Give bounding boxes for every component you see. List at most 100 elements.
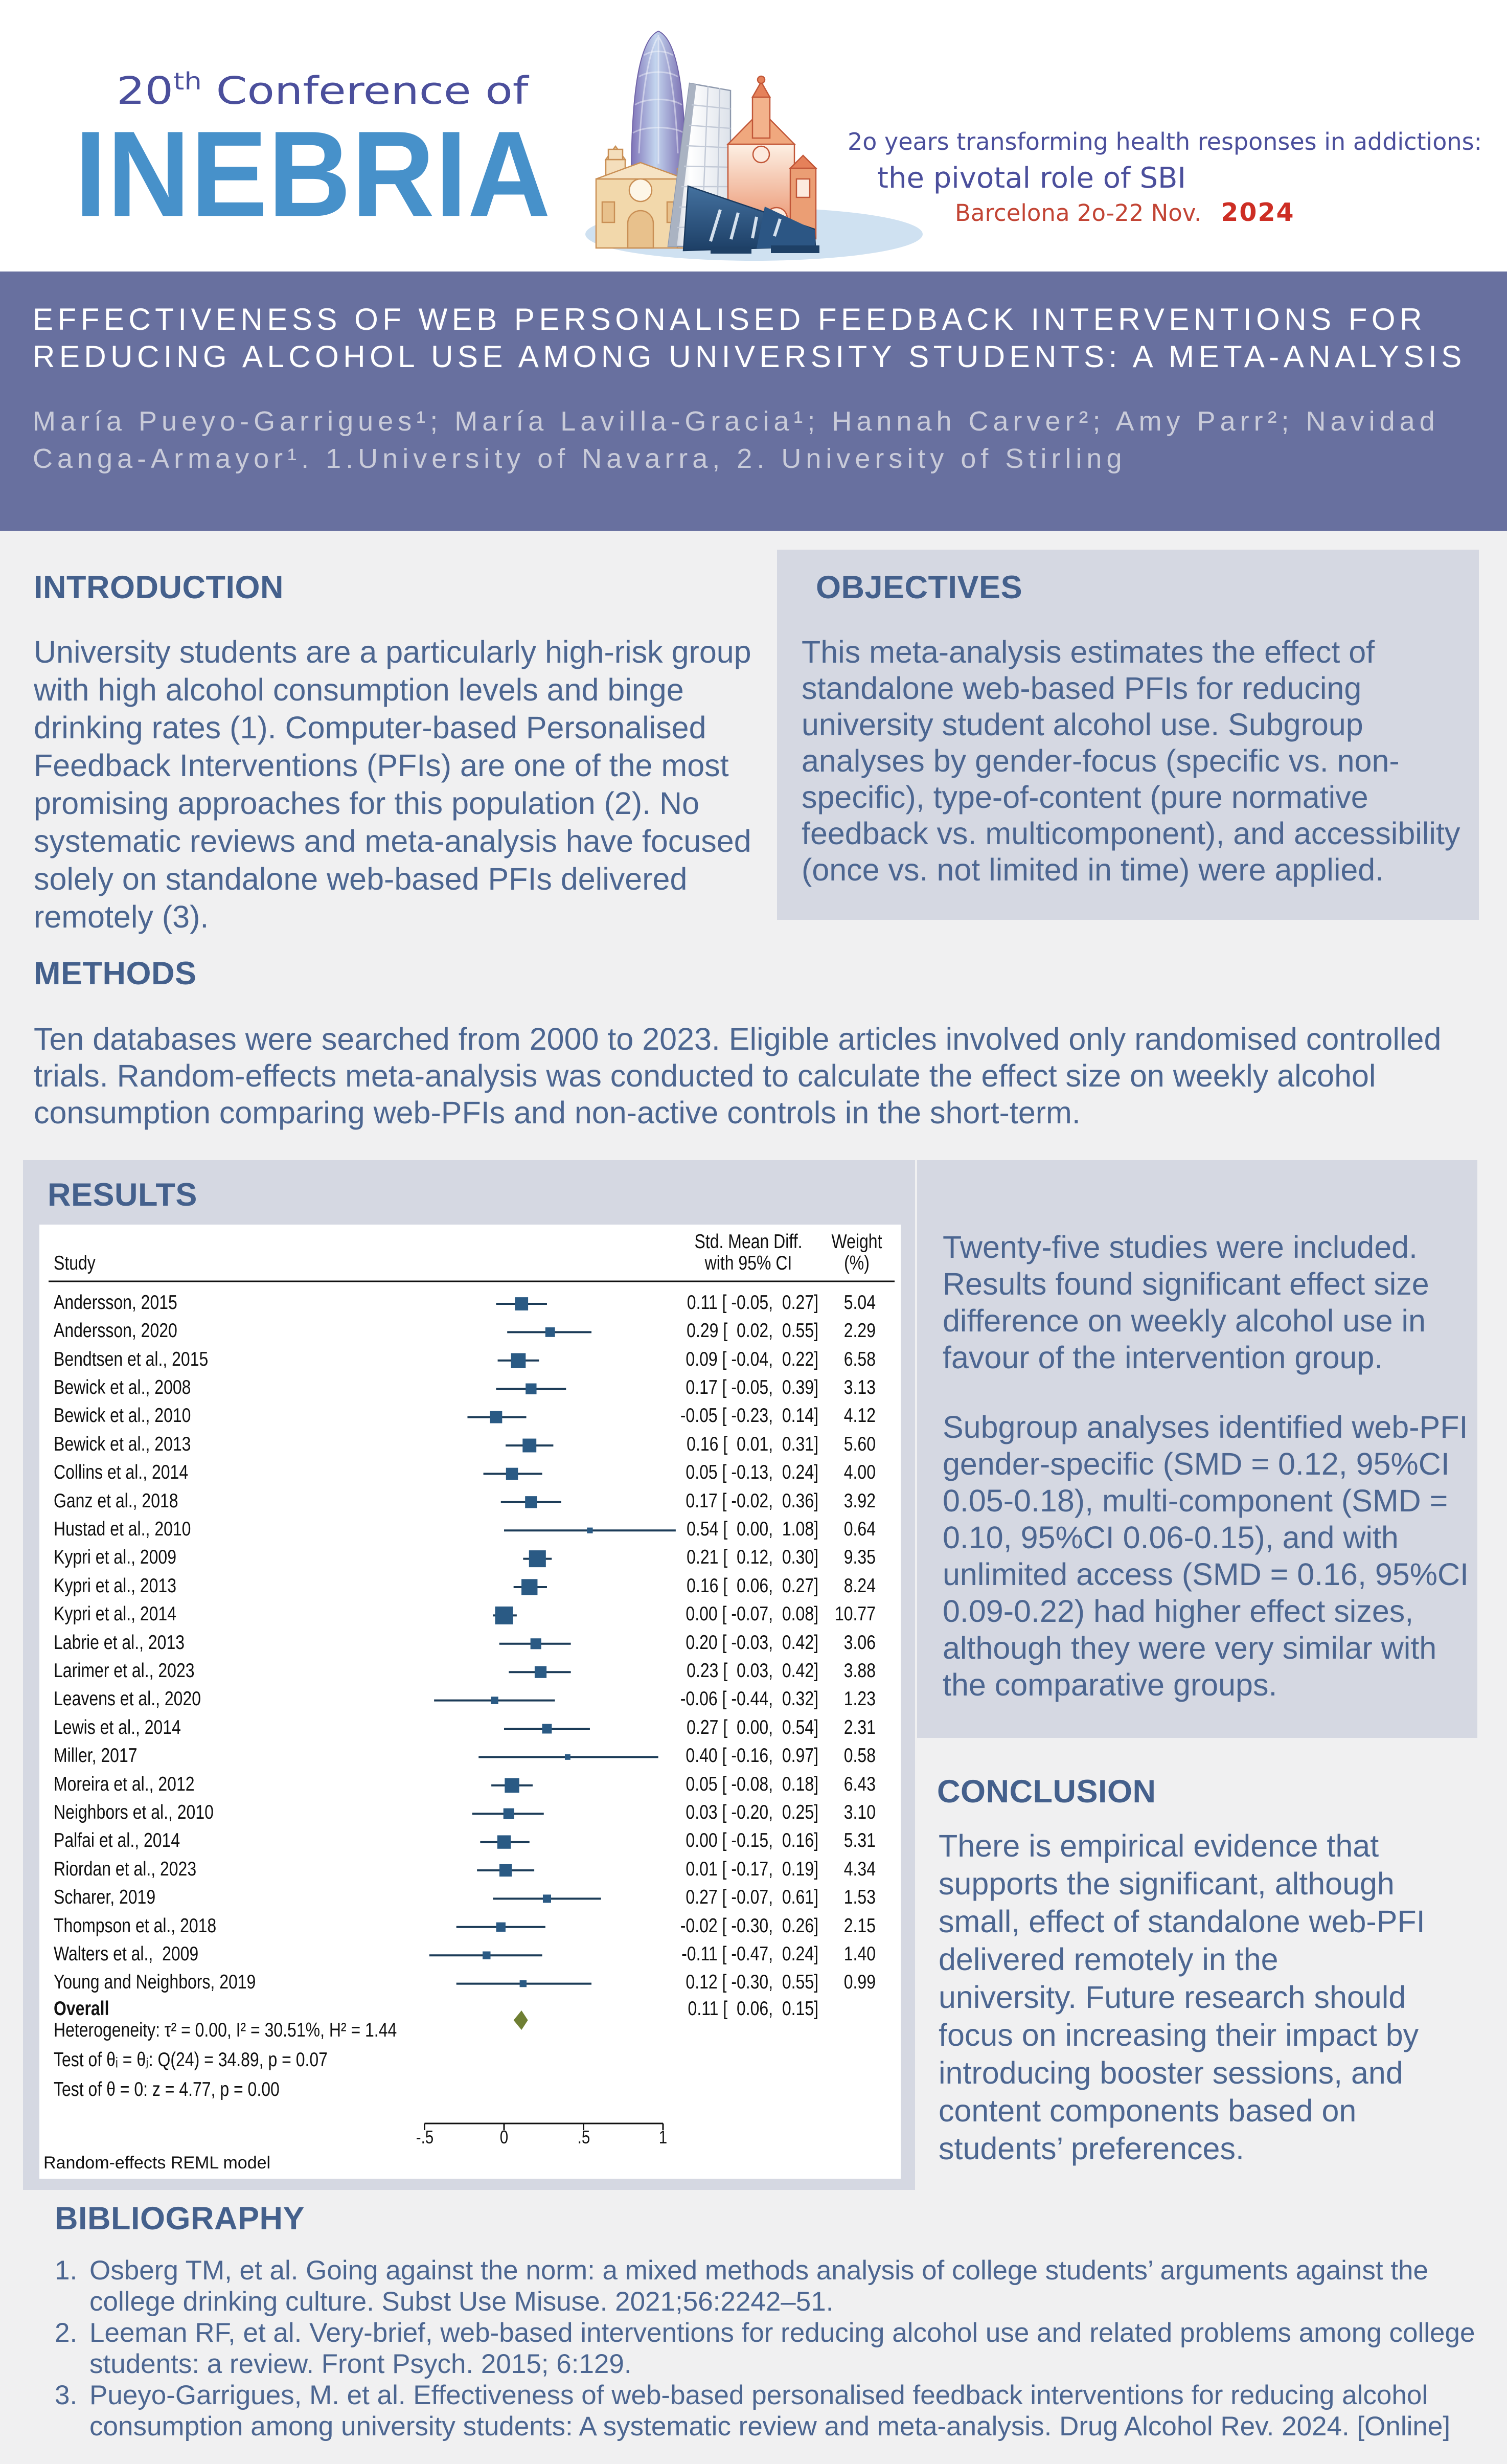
forest-row-study: Thompson et al., 2018 bbox=[54, 1914, 217, 1937]
conference-header: 20th Conference of INEBRIA bbox=[0, 0, 1507, 272]
forest-col-study: Study bbox=[54, 1252, 96, 1274]
forest-overall-estimate: 0.11 [ 0.06, 0.15] bbox=[688, 1997, 818, 2020]
forest-row-weight: 0.99 bbox=[843, 1971, 876, 1994]
forest-axis-label: -.5 bbox=[416, 2127, 433, 2148]
forest-row-weight: 4.12 bbox=[843, 1405, 876, 1427]
forest-effect-square bbox=[506, 1467, 518, 1480]
forest-row-estimate: 0.01 [ -0.17, 0.19] bbox=[686, 1858, 818, 1880]
forest-row-weight: 4.34 bbox=[843, 1858, 876, 1880]
forest-row-estimate: 0.17 [ -0.05, 0.39] bbox=[686, 1376, 818, 1398]
forest-row-study: Leavens et al., 2020 bbox=[54, 1688, 201, 1710]
forest-row-study: Riordan et al., 2023 bbox=[54, 1858, 197, 1880]
forest-row-estimate: 0.20 [ -0.03, 0.42] bbox=[686, 1631, 818, 1654]
forest-effect-square bbox=[519, 1980, 527, 1987]
forest-row-estimate: 0.29 [ 0.02, 0.55] bbox=[687, 1320, 818, 1342]
forest-row-estimate: 0.09 [ -0.04, 0.22] bbox=[686, 1348, 818, 1370]
tagline-line2: the pivotal role of SBI bbox=[877, 162, 1186, 195]
forest-effect-square bbox=[534, 1666, 547, 1678]
forest-effect-square bbox=[525, 1496, 537, 1508]
bibliography-heading: BIBLIOGRAPHY bbox=[55, 2201, 305, 2236]
results-box: RESULTS Study Std. Mean Diff. with 95% CI W… bbox=[23, 1160, 915, 2190]
forest-row-weight: 6.58 bbox=[843, 1348, 876, 1370]
forest-row-estimate: 0.05 [ -0.08, 0.18] bbox=[686, 1773, 818, 1795]
objectives-box: OBJECTIVES This meta-analysis estimates … bbox=[777, 550, 1479, 920]
forest-row-estimate: 0.16 [ 0.06, 0.27] bbox=[687, 1574, 818, 1597]
results-commentary-box: Twenty-five studies were included. Resul… bbox=[917, 1160, 1477, 1738]
forest-effect-square bbox=[542, 1894, 551, 1903]
forest-row-weight: 0.58 bbox=[843, 1745, 876, 1767]
forest-col-effect-1: Std. Mean Diff. bbox=[694, 1230, 803, 1253]
forest-row-weight: 2.29 bbox=[843, 1320, 876, 1342]
objectives-text: This meta-analysis estimates the effect … bbox=[802, 635, 1460, 887]
forest-col-weight-2: (%) bbox=[844, 1252, 870, 1274]
forest-effect-square bbox=[530, 1638, 541, 1649]
introduction-text: University students are a particularly h… bbox=[34, 635, 751, 934]
results-heading: RESULTS bbox=[48, 1177, 197, 1213]
forest-effect-square bbox=[505, 1778, 519, 1793]
forest-effect-square bbox=[522, 1438, 537, 1453]
forest-row-weight: 8.24 bbox=[843, 1574, 876, 1597]
poster-authors: María Pueyo-Garrigues¹; María Lavilla-Gr… bbox=[33, 406, 1440, 474]
poster-body: INTRODUCTION University students are a p… bbox=[0, 531, 1507, 2464]
methods-heading: METHODS bbox=[34, 956, 197, 991]
forest-row-estimate: -0.11 [ -0.47, 0.24] bbox=[681, 1942, 818, 1965]
forest-row-estimate: -0.02 [ -0.30, 0.26] bbox=[680, 1914, 818, 1937]
forest-overall-label: Overall bbox=[54, 1997, 109, 2020]
forest-axis-label: 1 bbox=[658, 2127, 668, 2148]
inebria-logo: INEBRIA bbox=[75, 105, 552, 242]
forest-effect-square bbox=[491, 1697, 498, 1704]
title-banner: EFFECTIVENESS OF WEB PERSONALISED FEEDBA… bbox=[0, 272, 1507, 531]
forest-row-study: Bewick et al., 2008 bbox=[54, 1376, 191, 1398]
forest-effect-square bbox=[503, 1808, 514, 1819]
forest-row-weight: 10.77 bbox=[834, 1603, 876, 1625]
forest-row-weight: 1.40 bbox=[843, 1942, 876, 1965]
forest-col-weight-1: Weight bbox=[831, 1230, 882, 1253]
forest-row-weight: 1.23 bbox=[843, 1688, 876, 1710]
forest-row-estimate: -0.05 [ -0.23, 0.14] bbox=[680, 1405, 818, 1427]
forest-footnote: Test of θᵢ = θⱼ: Q(24) = 34.89, p = 0.07 bbox=[54, 2048, 328, 2071]
forest-row-study: Kypri et al., 2014 bbox=[54, 1603, 176, 1625]
forest-row-estimate: 0.54 [ 0.00, 1.08] bbox=[687, 1518, 818, 1540]
forest-effect-square bbox=[587, 1527, 593, 1533]
forest-model-note: Random-effects REML model bbox=[43, 2153, 271, 2173]
forest-row-study: Andersson, 2015 bbox=[54, 1291, 177, 1314]
forest-row-estimate: 0.27 [ 0.00, 0.54] bbox=[687, 1716, 818, 1738]
forest-row-estimate: 0.05 [ -0.13, 0.24] bbox=[686, 1461, 818, 1484]
forest-row-estimate: 0.40 [ -0.16, 0.97] bbox=[686, 1745, 818, 1767]
forest-row-study: Neighbors et al., 2010 bbox=[54, 1801, 214, 1823]
barcelona-illustration bbox=[585, 30, 923, 261]
forest-effect-square bbox=[511, 1353, 526, 1368]
torre-glories-icon bbox=[630, 30, 687, 179]
forest-row-estimate: 0.11 [ -0.05, 0.27] bbox=[687, 1291, 818, 1314]
forest-row-estimate: 0.21 [ 0.12, 0.30] bbox=[687, 1546, 818, 1569]
forest-row-study: Scharer, 2019 bbox=[54, 1886, 156, 1909]
forest-plot-canvas bbox=[49, 1280, 895, 2130]
forest-row-study: Andersson, 2020 bbox=[54, 1320, 177, 1342]
forest-row-study: Bewick et al., 2010 bbox=[54, 1405, 191, 1427]
forest-col-effect-2: with 95% CI bbox=[704, 1252, 792, 1274]
forest-row-estimate: 0.03 [ -0.20, 0.25] bbox=[686, 1801, 818, 1823]
forest-row-estimate: 0.17 [ -0.02, 0.36] bbox=[686, 1489, 818, 1512]
forest-row-weight: 3.13 bbox=[843, 1376, 876, 1398]
museu-blau-icon bbox=[682, 185, 819, 254]
forest-row-weight: 3.06 bbox=[843, 1631, 876, 1654]
forest-footnote: Heterogeneity: τ² = 0.00, I² = 30.51%, H… bbox=[54, 2019, 397, 2041]
forest-row-weight: 3.92 bbox=[843, 1489, 876, 1512]
forest-row-weight: 5.04 bbox=[843, 1291, 876, 1314]
forest-effect-square bbox=[526, 1383, 537, 1394]
methods-text: Ten databases were searched from 2000 to… bbox=[34, 1022, 1442, 1130]
conference-ordinal: 20th Conference of bbox=[117, 67, 529, 113]
forest-axis-label: .5 bbox=[577, 2127, 590, 2148]
bibliography-list: 1. Osberg TM, et al. Going against the no… bbox=[55, 2255, 1475, 2442]
bibliography-item: 3. Pueyo-Garrigues, M. et al. Effectivene… bbox=[55, 2380, 1451, 2442]
bibliography-item-number: 3. bbox=[55, 2380, 78, 2410]
forest-effect-square bbox=[542, 1724, 552, 1734]
forest-row-study: Collins et al., 2014 bbox=[54, 1461, 189, 1484]
forest-row-study: Ganz et al., 2018 bbox=[54, 1489, 178, 1512]
forest-row-study: Labrie et al., 2013 bbox=[54, 1631, 185, 1654]
forest-row-estimate: 0.12 [ -0.30, 0.55] bbox=[686, 1971, 818, 1994]
forest-effect-square bbox=[521, 1579, 538, 1595]
forest-row-study: Palfai et al., 2014 bbox=[54, 1829, 180, 1852]
forest-row-study: Moreira et al., 2012 bbox=[54, 1773, 195, 1795]
